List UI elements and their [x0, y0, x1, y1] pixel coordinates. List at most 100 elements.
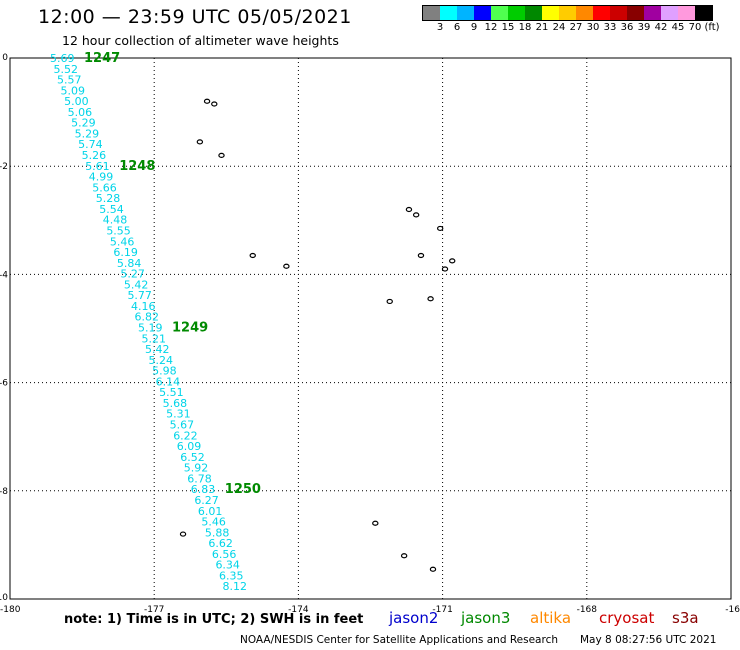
colorbar-label: 70 — [688, 22, 702, 33]
colorbar-swatch — [508, 6, 525, 20]
altimeter-track: 5.695.525.575.095.005.065.295.295.745.26… — [50, 51, 261, 593]
pass-number-label: 1250 — [225, 482, 261, 497]
swh-value: 4.16 — [131, 300, 156, 313]
island-outline — [427, 296, 434, 302]
island-outline — [372, 520, 379, 526]
colorbar-swatch — [661, 6, 678, 20]
colorbar-label: 27 — [569, 22, 583, 33]
island-outline — [249, 252, 256, 259]
colorbar-label: 12 — [484, 22, 498, 33]
colorbar-swatch — [644, 6, 661, 20]
island-outline — [449, 258, 456, 264]
swh-value: 6.62 — [208, 537, 233, 550]
swh-value: 5.21 — [142, 332, 167, 345]
pass-number-label: 1247 — [84, 51, 120, 66]
swh-value: 5.88 — [205, 526, 230, 539]
island-outline — [429, 566, 437, 572]
island-outline — [196, 139, 204, 145]
swh-value: 6.56 — [212, 548, 237, 561]
map-frame — [9, 57, 732, 600]
swh-value: 5.00 — [64, 95, 89, 108]
swh-value: 5.42 — [145, 343, 170, 356]
y-tick-label: -6 — [0, 379, 8, 389]
colorbar-label: (ft) — [704, 22, 720, 33]
swh-value: 5.92 — [184, 462, 209, 475]
island-outline — [386, 298, 393, 305]
swh-value: 6.19 — [113, 246, 138, 259]
swh-value: 5.09 — [61, 84, 85, 97]
swh-value: 5.19 — [138, 322, 163, 335]
x-tick-label: -168 — [577, 605, 598, 615]
swh-value: 5.52 — [54, 63, 79, 76]
swh-value: 5.26 — [82, 149, 107, 162]
colorbar-label: 45 — [671, 22, 685, 33]
swh-value: 6.35 — [219, 569, 244, 582]
map-grid — [10, 58, 731, 599]
swh-value: 5.46 — [110, 235, 135, 248]
colorbar-label: 3 — [436, 22, 444, 33]
colorbar-label: 36 — [620, 22, 634, 33]
swh-value: 5.29 — [71, 117, 96, 130]
colorbar-swatch — [525, 6, 542, 20]
pass-number-label: 1248 — [119, 159, 155, 174]
credit-line: NOAA/NESDIS Center for Satellite Applica… — [240, 634, 558, 646]
colorbar-swatch — [559, 6, 576, 20]
y-tick-label: -4 — [0, 270, 8, 280]
colorbar-swatch — [678, 6, 695, 20]
swh-value: 8.12 — [222, 580, 247, 593]
colorbar-label: 33 — [603, 22, 617, 33]
colorbar-swatch — [695, 6, 712, 20]
island-outline — [179, 531, 187, 537]
swh-value: 5.77 — [127, 289, 152, 302]
swh-value: 5.28 — [96, 192, 121, 205]
swh-value: 5.74 — [78, 138, 103, 151]
colorbar-swatch — [627, 6, 644, 20]
swh-value: 6.22 — [173, 429, 198, 442]
colorbar-label: 21 — [535, 22, 549, 33]
island-outline — [436, 225, 444, 232]
colorbar-label: 39 — [637, 22, 651, 33]
satellite-name-jason2: jason2 — [389, 609, 439, 627]
colorbar-label: 42 — [654, 22, 668, 33]
swh-value: 6.01 — [198, 505, 223, 518]
swh-value: 5.06 — [68, 106, 93, 119]
colorbar-label: 6 — [453, 22, 461, 33]
swh-value: 5.27 — [120, 268, 144, 281]
colorbar-label: 15 — [501, 22, 515, 33]
colorbar-swatch — [576, 6, 593, 20]
colorbar-legend — [422, 5, 713, 21]
swh-value: 4.48 — [103, 214, 128, 227]
swh-value: 5.67 — [170, 419, 195, 432]
swh-value: 6.83 — [191, 483, 216, 496]
x-tick-label: -171 — [432, 605, 452, 615]
swh-value: 5.29 — [75, 127, 100, 140]
satellite-name-altika: altika — [530, 609, 572, 627]
y-tick-label: -2 — [0, 162, 8, 172]
swh-value: 5.24 — [149, 354, 174, 367]
swh-value: 6.82 — [134, 311, 159, 324]
swh-value: 5.42 — [124, 278, 149, 291]
colorbar-swatch — [491, 6, 508, 20]
island-outline — [283, 263, 290, 269]
swh-value: 6.27 — [194, 494, 219, 507]
swh-value: 5.51 — [159, 386, 184, 399]
satellite-name-jason3: jason3 — [461, 609, 511, 627]
island-outline — [405, 206, 413, 213]
page-subtitle: 12 hour collection of altimeter wave hei… — [62, 33, 339, 48]
islands-layer — [179, 98, 456, 572]
swh-value: 5.46 — [201, 516, 226, 529]
x-tick-label: -174 — [288, 605, 309, 615]
island-outline — [412, 212, 420, 218]
swh-value: 6.09 — [177, 440, 202, 453]
island-outline — [203, 98, 211, 104]
colorbar-label: 9 — [470, 22, 478, 33]
island-outline — [211, 101, 218, 107]
swh-value: 5.98 — [152, 365, 177, 378]
colorbar-label: 18 — [518, 22, 532, 33]
y-tick-label: 0 — [2, 53, 8, 63]
swh-value: 5.55 — [106, 224, 131, 237]
pass-number-label: 1249 — [172, 321, 208, 336]
colorbar-label: 30 — [586, 22, 600, 33]
swh-value: 6.78 — [187, 472, 212, 485]
